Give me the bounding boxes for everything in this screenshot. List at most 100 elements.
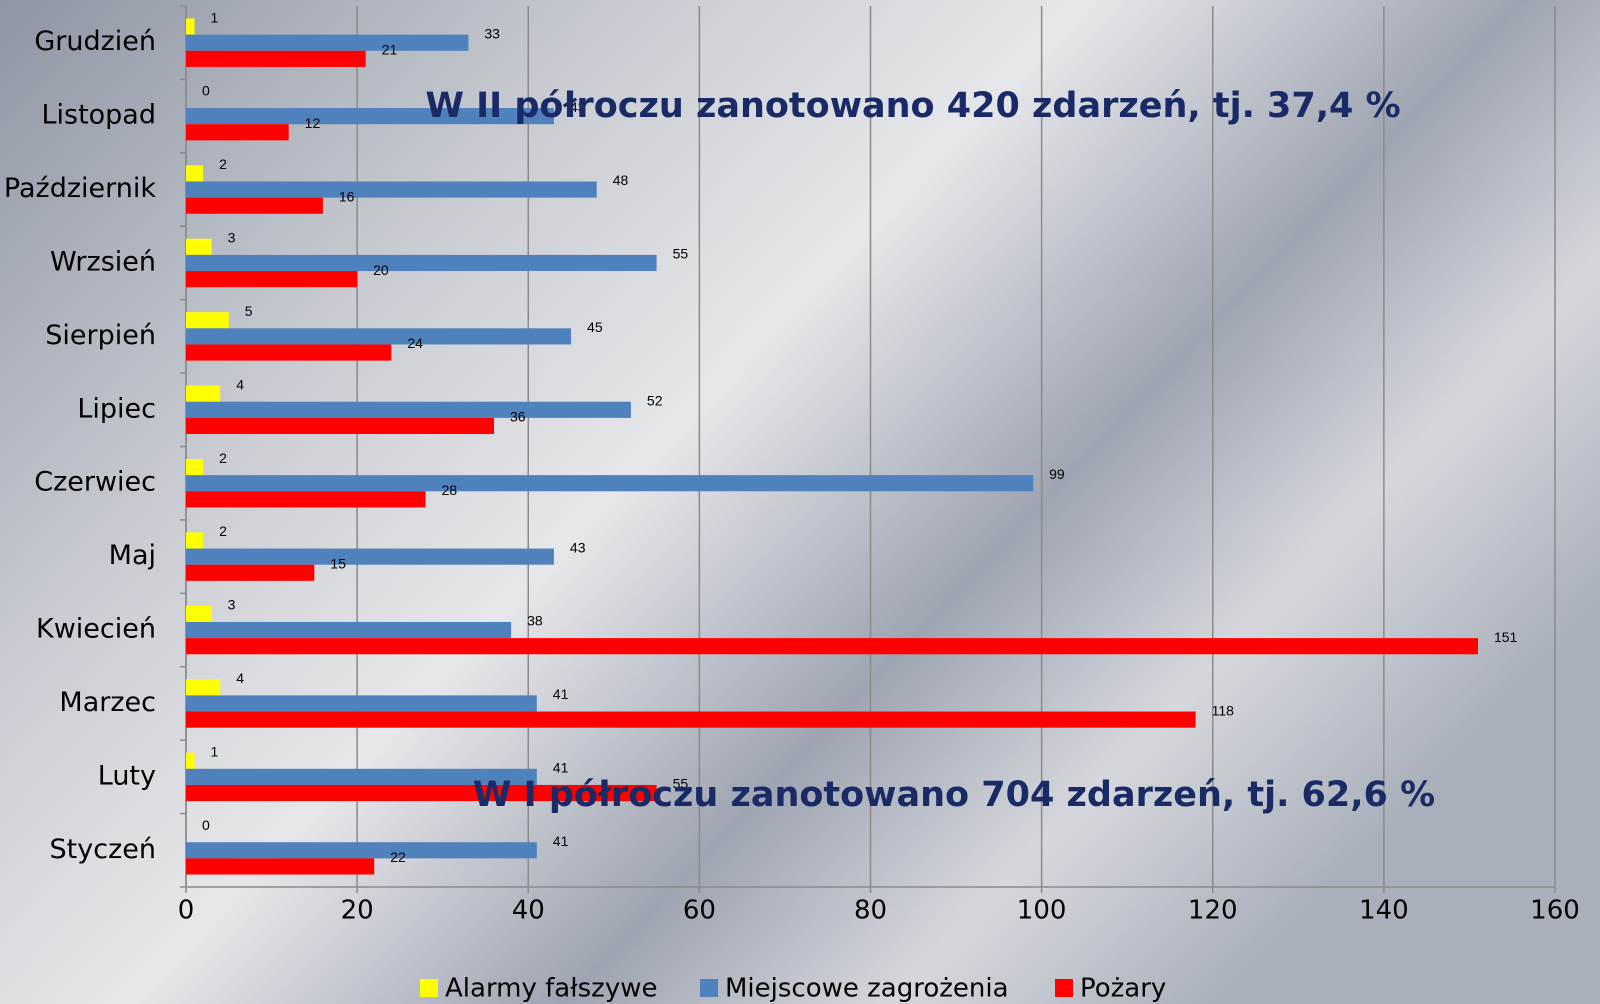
bar	[186, 458, 204, 476]
value-label: 22	[390, 849, 406, 865]
y-tick-label: Kwiecień	[36, 614, 156, 645]
value-label: 4	[236, 376, 244, 392]
value-label: 16	[339, 188, 355, 204]
annotation: W II półroczu zanotowano 420 zdarzeń, tj…	[425, 86, 1400, 126]
value-label: 99	[1049, 466, 1065, 482]
bar	[186, 271, 358, 288]
value-label: 28	[442, 482, 458, 498]
bar	[186, 124, 289, 141]
bar	[186, 768, 537, 785]
bar	[186, 695, 537, 712]
value-label: 3	[228, 597, 236, 613]
value-label: 1	[211, 743, 219, 759]
value-label: 20	[373, 262, 389, 278]
x-tick-label: 20	[341, 896, 374, 926]
bar	[186, 254, 657, 272]
bar	[186, 181, 597, 198]
x-tick-label: 60	[683, 896, 716, 926]
value-label: 38	[527, 613, 543, 629]
annotation: W I półroczu zanotowano 704 zdarzeń, tj.…	[473, 775, 1435, 815]
bar	[186, 34, 469, 51]
legend-swatch	[420, 979, 438, 997]
bar	[186, 197, 323, 214]
x-tick-label: 0	[178, 896, 195, 926]
value-label: 21	[382, 42, 398, 58]
legend-swatch	[700, 979, 718, 997]
y-tick-label: Lipiec	[77, 393, 156, 424]
value-label: 41	[553, 686, 569, 702]
bar	[186, 165, 204, 182]
value-label: 45	[587, 319, 603, 335]
bar	[186, 50, 366, 67]
y-tick-label: Grudzień	[34, 26, 156, 57]
bar	[186, 532, 204, 549]
value-label: 36	[510, 409, 526, 425]
bar	[186, 401, 631, 418]
value-label: 55	[673, 246, 689, 262]
bar	[186, 564, 315, 581]
y-tick-label: Sierpień	[45, 320, 156, 351]
value-label: 41	[553, 833, 569, 849]
bar	[186, 18, 195, 35]
value-label: 33	[484, 25, 500, 41]
value-label: 41	[553, 760, 569, 776]
bar	[186, 605, 212, 622]
value-label: 4	[236, 670, 244, 686]
legend-label: Alarmy fałszywe	[445, 974, 657, 1004]
value-label: 151	[1494, 629, 1518, 645]
bar	[186, 752, 195, 769]
value-label: 24	[407, 335, 423, 351]
y-tick-label: Wrzsień	[50, 246, 156, 277]
bar	[186, 858, 375, 875]
bar	[186, 711, 1196, 728]
value-label: 118	[1212, 702, 1235, 718]
value-label: 2	[219, 523, 227, 539]
x-tick-label: 80	[854, 896, 887, 926]
bar	[186, 784, 657, 802]
value-label: 12	[305, 115, 321, 131]
bar	[186, 417, 495, 435]
bar	[186, 328, 572, 345]
y-tick-label: Październik	[4, 173, 156, 204]
value-label: 0	[202, 83, 210, 99]
y-tick-label: Maj	[109, 540, 156, 571]
y-tick-label: Styczeń	[50, 834, 156, 865]
value-label: 1	[211, 9, 219, 25]
bar	[186, 312, 229, 329]
value-label: 5	[245, 303, 253, 319]
x-tick-label: 160	[1530, 896, 1580, 926]
value-label: 3	[228, 230, 236, 246]
value-label: 55	[673, 776, 689, 792]
bar	[186, 108, 554, 125]
value-label: 2	[219, 156, 227, 172]
y-tick-label: Listopad	[41, 100, 156, 131]
x-tick-label: 120	[1188, 896, 1238, 926]
value-label: 43	[570, 99, 586, 115]
bar	[186, 548, 554, 565]
bar	[186, 491, 426, 508]
legend-swatch	[1055, 979, 1073, 997]
x-tick-label: 140	[1359, 896, 1409, 926]
legend-label: Pożary	[1080, 974, 1166, 1004]
bar	[186, 238, 212, 255]
bar	[186, 842, 537, 859]
value-label: 0	[202, 817, 210, 833]
bar	[186, 344, 392, 361]
value-label: 15	[330, 555, 346, 571]
bar	[186, 475, 1034, 492]
bar	[186, 385, 221, 402]
x-tick-label: 100	[1017, 896, 1067, 926]
value-label: 48	[613, 172, 629, 188]
bar	[186, 638, 1478, 655]
value-label: 52	[647, 392, 663, 408]
y-tick-label: Marzec	[59, 687, 156, 718]
bar	[186, 679, 221, 696]
value-label: 2	[219, 450, 227, 466]
legend-label: Miejscowe zagrożenia	[725, 974, 1009, 1004]
y-tick-label: Czerwiec	[34, 467, 156, 498]
bar	[186, 621, 512, 639]
x-tick-label: 40	[512, 896, 545, 926]
value-label: 43	[570, 539, 586, 555]
